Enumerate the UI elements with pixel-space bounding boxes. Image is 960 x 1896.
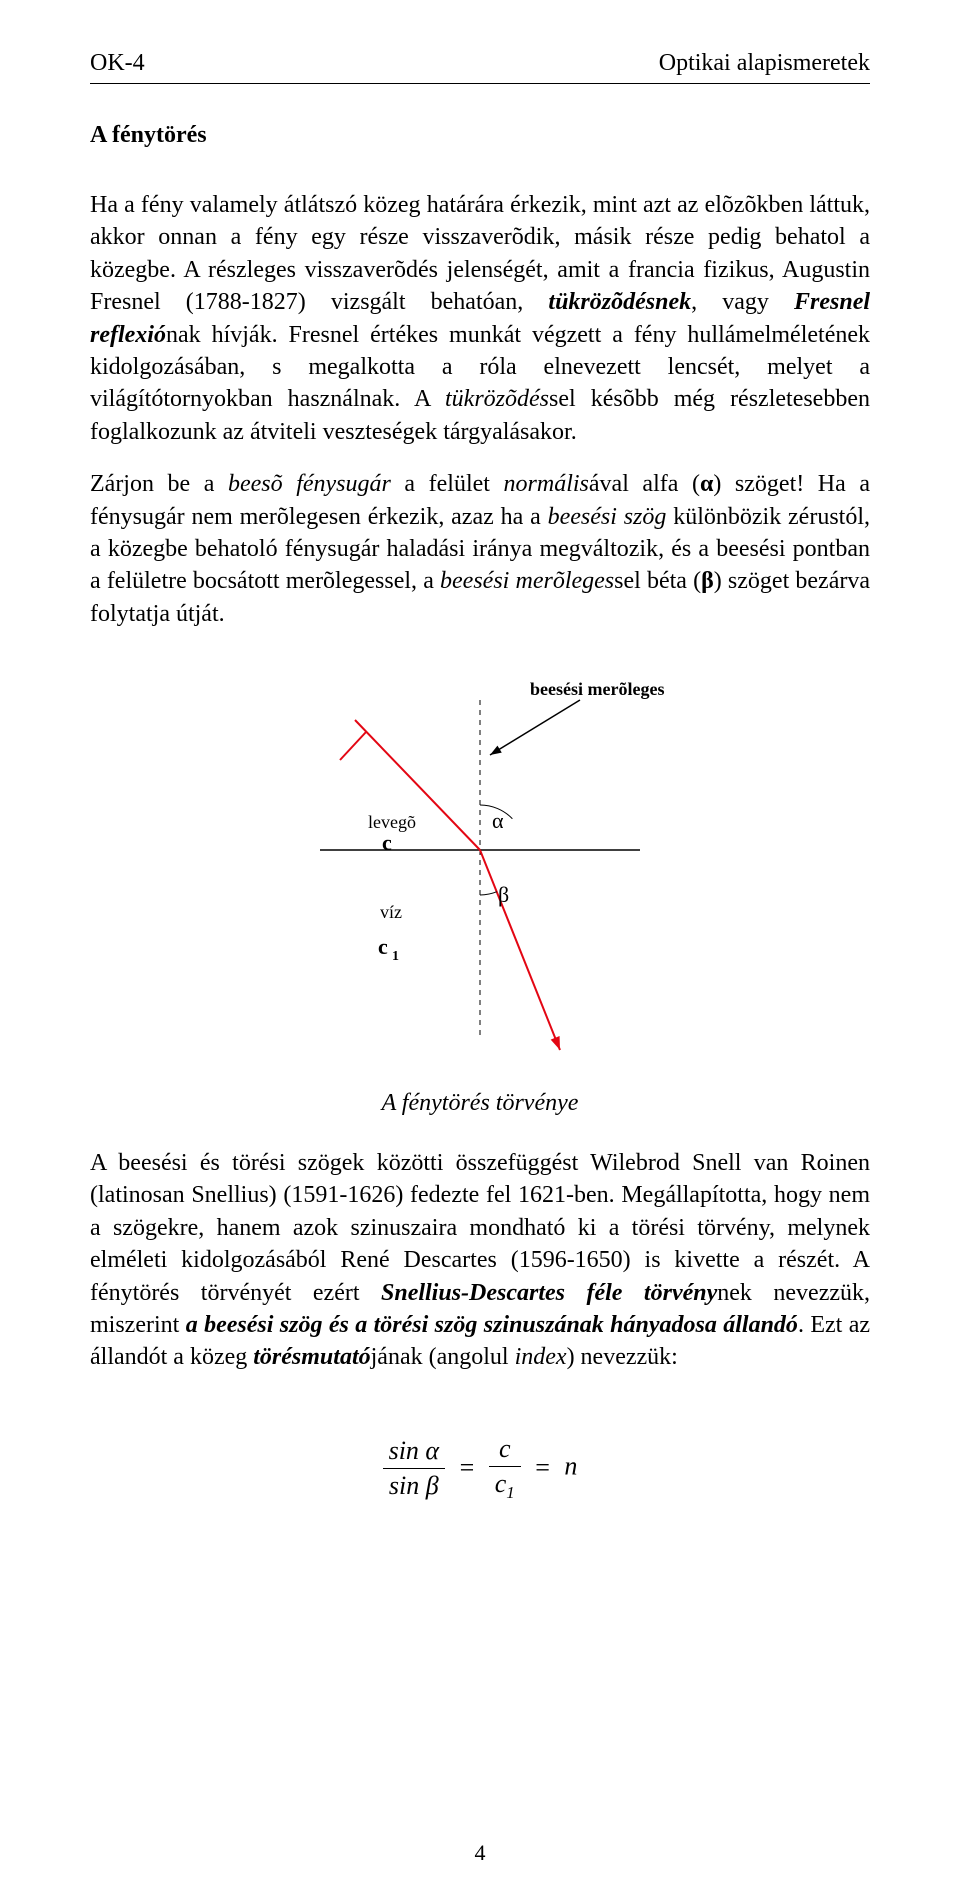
svg-text:c: c: [378, 934, 388, 959]
svg-text:β: β: [498, 882, 509, 907]
fraction-mid-den-sym: c: [495, 1469, 507, 1498]
equals-1: =: [452, 1453, 483, 1483]
svg-text:1: 1: [392, 949, 399, 964]
paragraph-3: A beesési és törési szögek közötti össze…: [90, 1147, 870, 1374]
section-title: A fénytörés: [90, 122, 870, 149]
svg-text:α: α: [492, 808, 504, 833]
diagram-caption: A fénytörés törvénye: [90, 1090, 870, 1117]
page: OK-4 Optikai alapismeretek A fénytörés H…: [0, 0, 960, 1896]
fraction-left-num: sin α: [383, 1436, 446, 1469]
page-number: 4: [0, 1840, 960, 1866]
fraction-left: sin α sin β: [383, 1436, 446, 1501]
header-left: OK-4: [90, 50, 145, 77]
diagram-wrap: beesési merõlegeslevegõcvízc1αβ: [90, 670, 870, 1070]
fraction-mid-den: c1: [489, 1467, 521, 1503]
paragraph-2: Zárjon be a beesõ fénysugár a felület no…: [90, 468, 870, 630]
fraction-mid-num: c: [489, 1434, 521, 1467]
svg-text:c: c: [382, 830, 392, 855]
equation-right: n: [564, 1451, 577, 1480]
svg-text:beesési merõleges: beesési merõleges: [530, 679, 664, 699]
svg-text:víz: víz: [380, 902, 402, 922]
paragraph-1: Ha a fény valamely átlátszó közeg határá…: [90, 189, 870, 448]
fraction-mid: c c1: [489, 1434, 521, 1503]
refraction-diagram: beesési merõlegeslevegõcvízc1αβ: [260, 670, 700, 1070]
svg-text:levegõ: levegõ: [368, 812, 416, 832]
equals-2: =: [527, 1453, 558, 1483]
header-row: OK-4 Optikai alapismeretek: [90, 50, 870, 77]
fraction-left-den: sin β: [383, 1469, 446, 1501]
snell-equation: sin α sin β = c c1 = n: [90, 1434, 870, 1503]
fraction-mid-den-sub: 1: [506, 1483, 514, 1502]
header-right: Optikai alapismeretek: [659, 50, 870, 77]
header-rule: [90, 83, 870, 84]
